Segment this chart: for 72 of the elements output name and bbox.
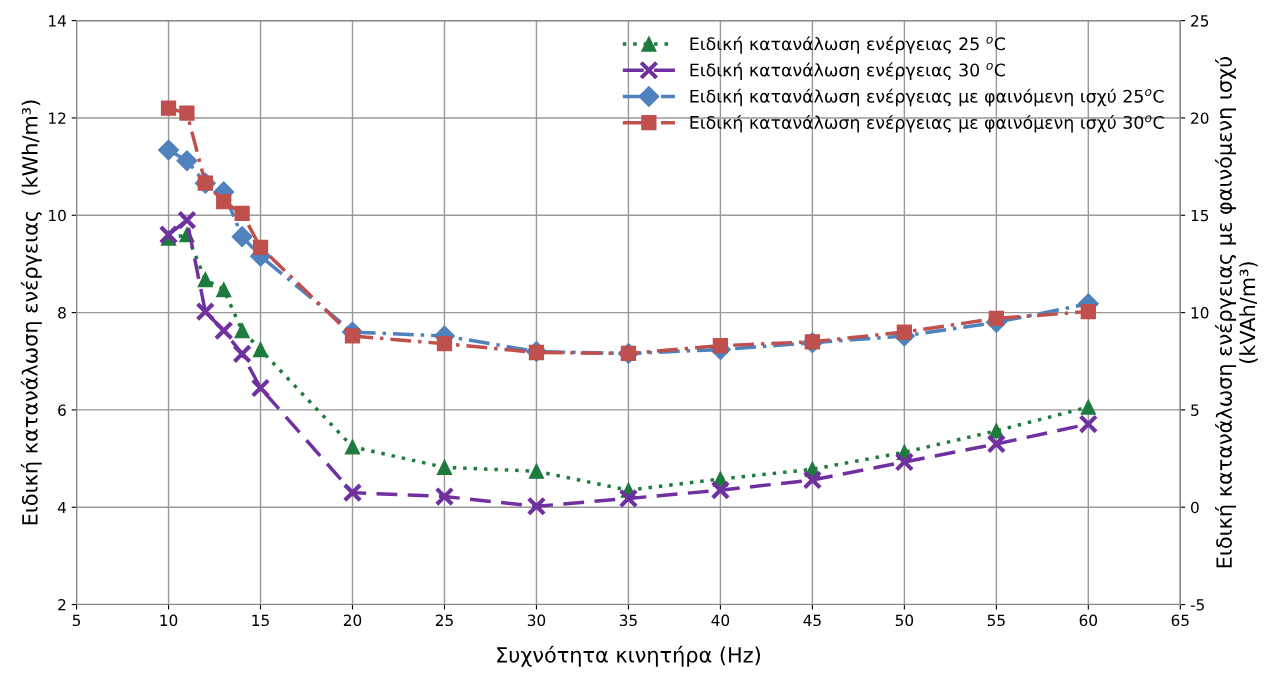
point xyxy=(1080,303,1096,320)
y-tick-label: 14 xyxy=(49,15,66,27)
point xyxy=(710,480,731,500)
point xyxy=(344,439,361,455)
point xyxy=(436,459,453,475)
y2-tick-label: 20 xyxy=(1191,112,1209,124)
point xyxy=(214,320,234,341)
point xyxy=(195,301,216,322)
point xyxy=(176,150,198,172)
point xyxy=(158,225,179,245)
point xyxy=(234,205,250,221)
y2-axis-title: Ειδική κατανάλωση ενέργειας με φαινόμενη ισχύ (kVAh/m³) xyxy=(1215,57,1258,568)
point xyxy=(160,100,177,116)
legend-label: Ειδική κατανάλωση ενέργειας 25 $^{o}$C xyxy=(690,36,1005,54)
x-axis-title: Συχνότητα κινητήρα (Hz) xyxy=(497,645,760,667)
point xyxy=(1080,399,1096,415)
y-tick-label: 10 xyxy=(49,209,66,222)
y-tick-label: 4 xyxy=(57,501,66,514)
y2-tick-label: -5 xyxy=(1190,599,1204,611)
y2-tick-label: 25 xyxy=(1191,15,1209,27)
point xyxy=(234,322,250,339)
legend-label: Ειδική κατανάλωση ενέργειας 30 $^{o}$C xyxy=(690,62,1005,80)
point xyxy=(528,344,545,361)
point xyxy=(158,139,180,161)
point xyxy=(712,338,729,354)
y2-tick-label: 10 xyxy=(1191,307,1209,319)
point xyxy=(344,328,361,344)
x-tick-label: 60 xyxy=(1079,614,1098,627)
point xyxy=(1078,414,1099,434)
y-tick-label: 6 xyxy=(58,404,66,416)
point xyxy=(232,344,252,364)
point xyxy=(216,193,232,210)
point xyxy=(179,105,195,121)
y-tick-label: 8 xyxy=(58,307,66,319)
y-tick-label: 12 xyxy=(49,112,66,124)
y-axis-title: Ειδική κατανάλωση ενέργειας (kWh/m³) xyxy=(20,100,42,525)
x-tick-label: 15 xyxy=(252,614,269,627)
point xyxy=(434,486,455,507)
x-tick-label: 20 xyxy=(343,614,362,627)
legend-label: Ειδική κατανάλωση ενέργειας με φαινόμενη ισχύ 25$^{o}$C xyxy=(690,88,1164,107)
point xyxy=(986,434,1007,454)
point xyxy=(252,341,269,358)
x-tick-label: 35 xyxy=(619,614,637,627)
point xyxy=(250,378,271,398)
y2-tick-label: 5 xyxy=(1191,404,1199,416)
point xyxy=(252,239,269,256)
x-tick-label: 45 xyxy=(803,614,821,627)
point xyxy=(802,470,823,490)
point xyxy=(436,336,453,352)
point xyxy=(342,482,363,503)
point xyxy=(197,271,213,288)
x-tick-label: 55 xyxy=(987,614,1005,627)
point xyxy=(216,282,232,298)
x-tick-label: 25 xyxy=(435,614,453,627)
y2-tick-label: 0 xyxy=(1191,501,1199,514)
y2-tick-label: 15 xyxy=(1191,209,1209,222)
point xyxy=(988,310,1004,327)
point xyxy=(894,452,915,472)
x-tick-label: 10 xyxy=(160,614,178,627)
point xyxy=(177,210,197,230)
x-tick-label: 5 xyxy=(72,614,81,627)
legend-label: Ειδική κατανάλωση ενέργειας με φαινόμενη ισχύ 30$^{o}$C xyxy=(690,114,1164,133)
point xyxy=(618,488,639,509)
point xyxy=(896,324,913,340)
point xyxy=(526,496,547,516)
x-tick-label: 30 xyxy=(527,614,546,627)
x-tick-label: 40 xyxy=(711,614,730,627)
x-tick-label: 65 xyxy=(1171,614,1189,627)
y-tick-label: 2 xyxy=(58,599,66,611)
point xyxy=(528,463,545,479)
x-tick-label: 50 xyxy=(895,614,914,627)
point xyxy=(231,226,253,248)
